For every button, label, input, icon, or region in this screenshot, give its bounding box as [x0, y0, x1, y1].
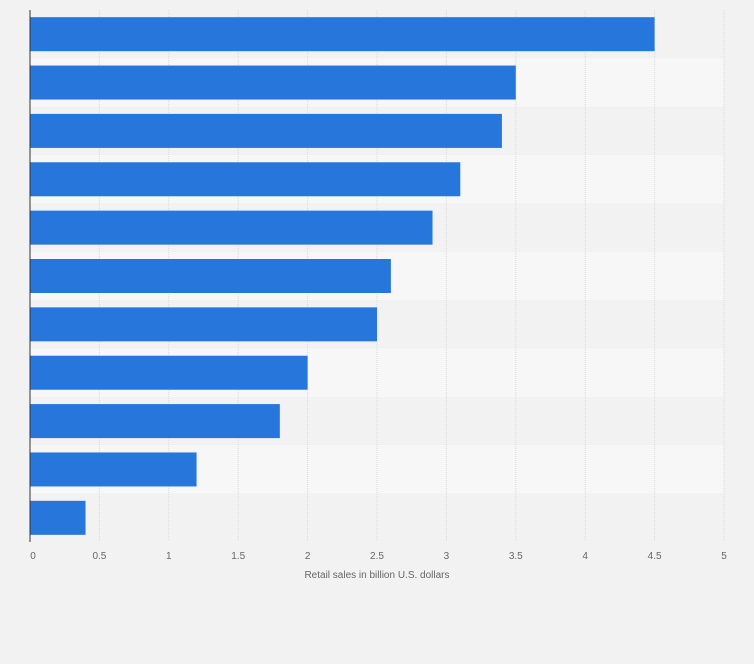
x-tick-label: 0 [30, 551, 36, 562]
bar[interactable] [30, 162, 461, 197]
bar[interactable] [30, 404, 280, 439]
x-tick-label: 5 [721, 551, 727, 562]
x-tick-label: 2 [305, 551, 311, 562]
bar[interactable] [30, 113, 502, 148]
x-tick-label: 4 [582, 551, 588, 562]
x-axis-title: Retail sales in billion U.S. dollars [304, 570, 449, 581]
x-tick-label: 3 [444, 551, 450, 562]
bars [30, 17, 655, 535]
x-tick-label: 3.5 [509, 551, 523, 562]
x-axis-ticks: 0 0.5 1 1.5 2 2.5 3 3.5 4 4.5 5 [30, 551, 727, 562]
bar[interactable] [30, 65, 516, 100]
x-tick-label: 4.5 [648, 551, 662, 562]
x-tick-label: 2.5 [370, 551, 384, 562]
x-tick-label: 1 [166, 551, 172, 562]
x-tick-label: 1.5 [231, 551, 245, 562]
x-tick-label: 0.5 [92, 551, 106, 562]
bar[interactable] [30, 17, 655, 52]
bar[interactable] [30, 355, 308, 390]
bar[interactable] [30, 259, 391, 293]
bar[interactable] [30, 307, 377, 342]
row-band [30, 493, 724, 542]
bar[interactable] [30, 500, 86, 535]
bar[interactable] [30, 452, 197, 487]
bar[interactable] [30, 210, 433, 245]
